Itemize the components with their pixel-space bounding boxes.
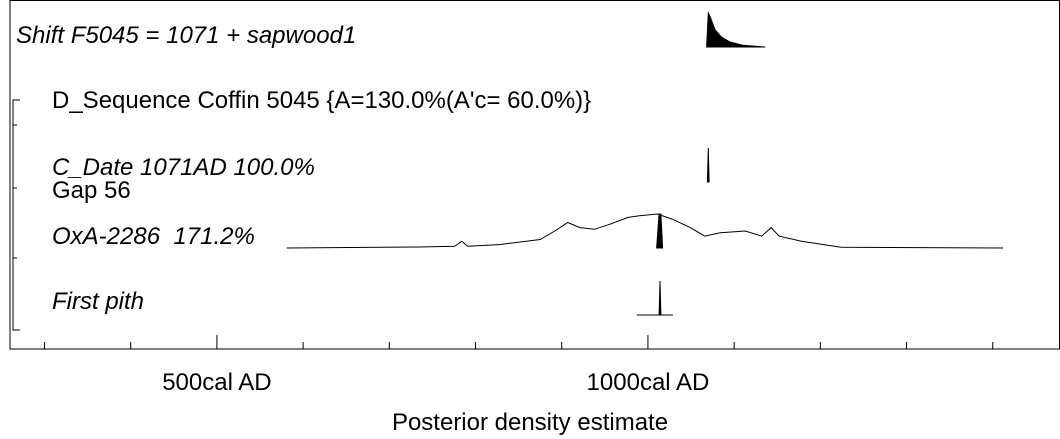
row-label: Gap 56: [52, 177, 131, 204]
x-axis-title: Posterior density estimate: [392, 409, 668, 436]
x-tick-label: 500cal AD: [162, 369, 271, 396]
row-label: First pith: [52, 288, 144, 315]
bracket-ticks: [13, 124, 17, 259]
x-tick-label: 1000cal AD: [587, 369, 710, 396]
row-label: Shift F5045 = 1071 + sapwood1: [16, 22, 356, 49]
posterior: [706, 147, 710, 183]
sequence-bracket: [12, 99, 20, 331]
likelihood: [286, 213, 1004, 249]
posterior: [636, 280, 673, 316]
row-label: OxA-2286 171.2%: [52, 223, 255, 250]
posterior: [656, 213, 664, 249]
posterior: [706, 11, 766, 48]
row-label: D_Sequence Coffin 5045 {A=130.0%(A'c= 60…: [52, 87, 591, 114]
row-label: C_Date 1071AD 100.0%: [52, 154, 315, 181]
